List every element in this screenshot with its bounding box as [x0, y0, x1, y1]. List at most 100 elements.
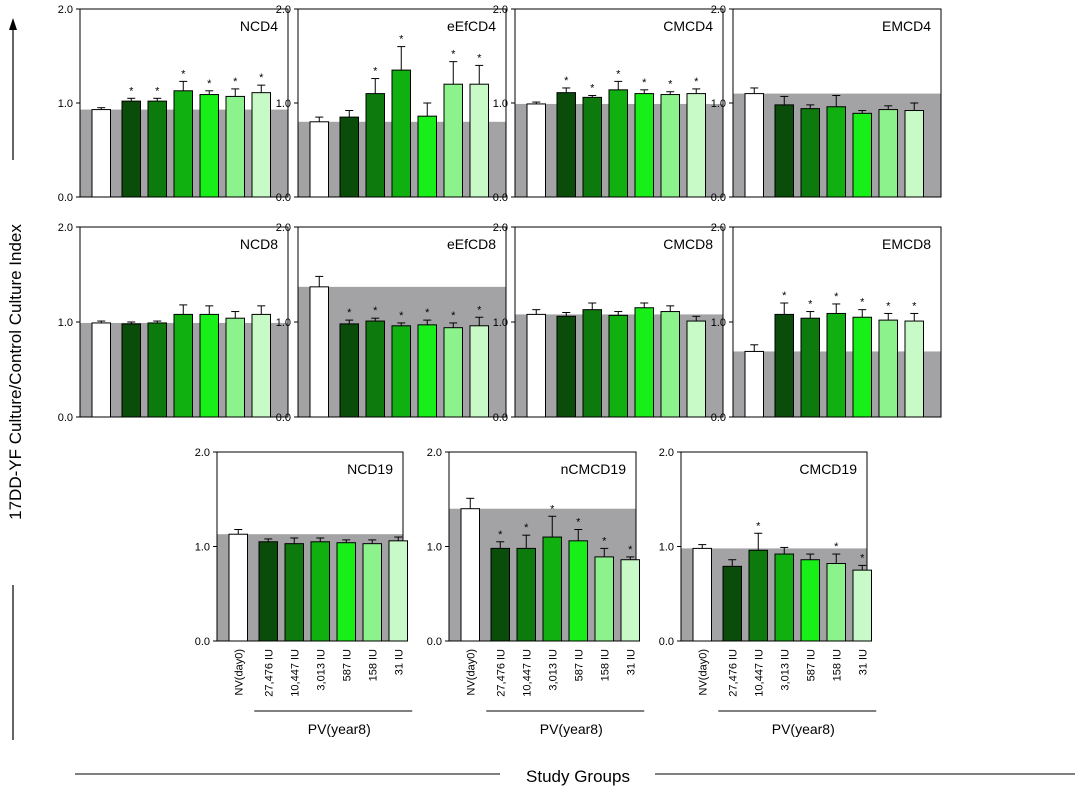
bar-nCMCD19-4 [568, 540, 588, 642]
x-tick-label: 10,447 IU [289, 649, 301, 697]
y-axis-title: 17DD-YF Culture/Control Culture Index [6, 224, 25, 520]
significance-marker: * [373, 66, 378, 78]
y-tick-label: 1.0 [659, 542, 674, 554]
group-label: PV(year8) [772, 721, 835, 737]
y-tick-label: 1.0 [195, 542, 210, 554]
bar-CMCD4-1 [556, 92, 576, 198]
bar-eEfCD8-4 [417, 324, 437, 418]
significance-marker: * [576, 516, 581, 528]
bar-NCD4-3 [173, 90, 193, 198]
x-tick-label: 3,013 IU [779, 649, 791, 691]
significance-marker: * [616, 68, 621, 80]
significance-marker: * [498, 529, 503, 541]
bar-EMCD8-2 [800, 317, 820, 418]
bar-NCD19-6 [388, 540, 408, 642]
panel-CMCD4: 0.0 1.0 2.0 * * * * * * CMCD4 [493, 4, 724, 204]
x-tick-label: 3,013 IU [315, 649, 327, 691]
x-tick-label: 31 IU [625, 649, 637, 675]
bar-eEfCD4-2 [365, 93, 385, 198]
group-label: PV(year8) [308, 721, 371, 737]
significance-marker: * [181, 68, 186, 80]
bar-CMCD8-5 [660, 311, 680, 418]
significance-marker: * [782, 290, 787, 302]
y-tick-label: 0.0 [493, 192, 508, 204]
bar-NCD19-1 [258, 541, 278, 642]
bar-EMCD4-3 [826, 106, 846, 198]
bar-NCD19-2 [284, 543, 304, 642]
bar-EMCD8-6 [904, 320, 924, 418]
bar-CMCD8-6 [686, 320, 706, 418]
x-tick-label: 31 IU [393, 649, 405, 675]
bar-CMCD8-3 [608, 314, 628, 418]
significance-marker: * [886, 300, 891, 312]
bar-eEfCD4-0 [309, 121, 329, 198]
significance-marker: * [550, 503, 555, 515]
significance-marker: * [425, 307, 430, 319]
bar-eEfCD8-3 [391, 325, 411, 418]
significance-marker: * [694, 76, 699, 88]
x-tick-label: 10,447 IU [753, 649, 765, 697]
y-tick-label: 1.0 [427, 542, 442, 554]
bar-CMCD19-1 [722, 565, 742, 642]
bar-NCD4-2 [147, 100, 167, 198]
x-tick-label: 27,476 IU [727, 649, 739, 697]
bar-EMCD8-4 [852, 316, 872, 418]
x-axis-title: Study Groups [526, 767, 630, 786]
bar-CMCD8-4 [634, 307, 654, 418]
bar-NCD19-4 [336, 542, 356, 642]
panel-eEfCD8: 0.0 1.0 2.0 * * * * * * eEfCD8 [276, 222, 507, 424]
y-tick-label: 1.0 [493, 317, 508, 329]
significance-marker: * [668, 79, 673, 91]
bar-NCD8-6 [251, 313, 271, 418]
bar-CMCD4-0 [526, 103, 546, 198]
bar-CMCD8-0 [526, 313, 546, 418]
y-axis-title-group: 17DD-YF Culture/Control Culture Index [6, 18, 25, 740]
bar-CMCD4-5 [660, 94, 680, 198]
x-tick-label: 10,447 IU [521, 649, 533, 697]
significance-marker: * [808, 299, 813, 311]
panel-title: eEfCD4 [447, 18, 496, 34]
bar-eEfCD8-6 [469, 325, 489, 418]
bar-CMCD19-2 [748, 549, 768, 642]
significance-marker: * [373, 305, 378, 317]
bar-NCD4-1 [121, 100, 141, 198]
x-tick-label: 158 IU [367, 649, 379, 681]
bar-NCD8-0 [91, 322, 111, 418]
y-tick-label: 2.0 [711, 4, 726, 16]
panel-title: nCMCD19 [561, 461, 627, 477]
x-tick-label: 27,476 IU [495, 649, 507, 697]
bar-CMCD8-2 [582, 309, 602, 418]
x-tick-label: 587 IU [573, 649, 585, 681]
bar-NCD8-3 [173, 313, 193, 418]
y-tick-label: 0.0 [711, 192, 726, 204]
significance-marker: * [129, 85, 134, 97]
bar-nCMCD19-1 [490, 547, 510, 642]
group-label: PV(year8) [540, 721, 603, 737]
bar-nCMCD19-6 [620, 559, 640, 642]
panel-title: CMCD8 [663, 236, 713, 252]
bar-CMCD8-1 [556, 315, 576, 418]
bar-EMCD8-1 [774, 313, 794, 418]
panel-NCD19: 0.0 1.0 2.0 NCD19 NV(day0) 27,476 IU 10,447 IU… [195, 447, 413, 737]
bar-NCD19-5 [362, 543, 382, 642]
y-tick-label: 2.0 [659, 447, 674, 459]
significance-marker: * [860, 297, 865, 309]
panel-nCMCD19: 0.0 1.0 2.0 * * * * * * nCMCD19 NV(day0) 27,476 IU 1… [427, 447, 645, 737]
bar-EMCD4-0 [744, 93, 764, 198]
significance-marker: * [477, 52, 482, 64]
bar-EMCD8-0 [744, 350, 764, 418]
bar-eEfCD4-5 [443, 83, 463, 198]
significance-marker: * [451, 49, 456, 61]
y-tick-label: 0.0 [276, 192, 291, 204]
significance-marker: * [399, 34, 404, 46]
y-tick-label: 1.0 [276, 98, 291, 110]
y-tick-label: 0.0 [427, 636, 442, 648]
significance-marker: * [399, 310, 404, 322]
bar-EMCD4-4 [852, 112, 872, 198]
panel-title: EMCD4 [882, 18, 931, 34]
significance-marker: * [259, 72, 264, 84]
bar-eEfCD4-1 [339, 116, 359, 198]
y-tick-label: 2.0 [195, 447, 210, 459]
